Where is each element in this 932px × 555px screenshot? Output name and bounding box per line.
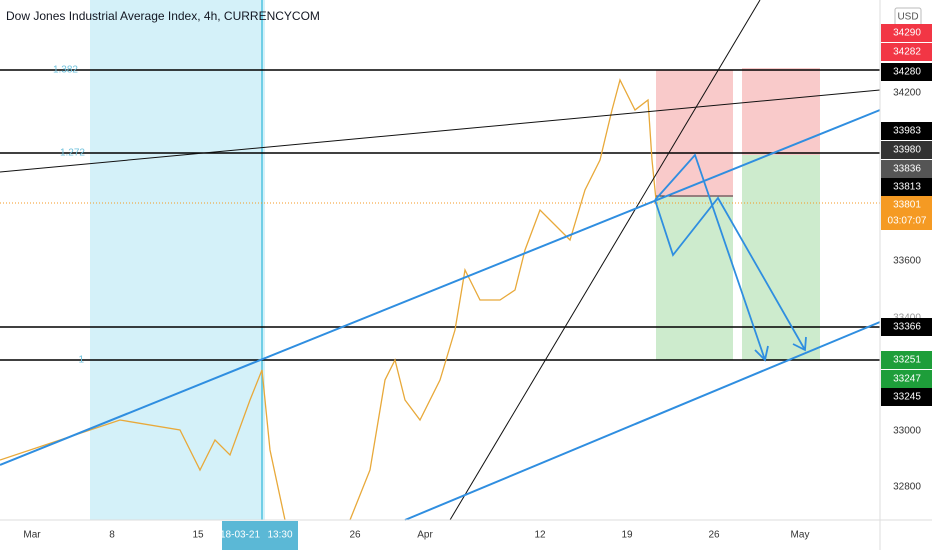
risk-box bbox=[742, 68, 820, 155]
price-label: 03:07:07 bbox=[888, 216, 927, 227]
price-label: 34280 bbox=[893, 67, 921, 78]
price-tag bbox=[881, 43, 932, 61]
reward-box bbox=[656, 197, 733, 360]
price-tag bbox=[881, 141, 932, 159]
trend-line bbox=[449, 0, 761, 521]
time-label: 26 bbox=[349, 530, 361, 541]
price-label: 33980 bbox=[893, 145, 921, 156]
price-tag bbox=[881, 212, 932, 230]
price-tag bbox=[881, 318, 932, 336]
price-candles bbox=[0, 78, 657, 521]
price-label: 33983 bbox=[893, 126, 921, 137]
channel-upper bbox=[0, 109, 881, 466]
time-label: May bbox=[791, 530, 810, 541]
currency: USD bbox=[897, 12, 918, 23]
price-label: 33836 bbox=[893, 164, 921, 175]
risk-box bbox=[656, 70, 733, 197]
time-label: 13:30 bbox=[267, 530, 292, 541]
price-label: 33600 bbox=[893, 256, 921, 267]
price-tag bbox=[881, 160, 932, 178]
price-label: 34282 bbox=[893, 47, 921, 58]
time-label: 15 bbox=[192, 530, 204, 541]
time-cursor-tag bbox=[222, 521, 298, 550]
price-tag bbox=[881, 388, 932, 406]
price-axis bbox=[880, 0, 932, 550]
time-label: Mar bbox=[23, 530, 41, 541]
time-label: 26 bbox=[708, 530, 720, 541]
time-label: 8 bbox=[109, 530, 115, 541]
price-tag bbox=[881, 24, 932, 42]
price-label: 33813 bbox=[893, 182, 921, 193]
price-tag bbox=[881, 63, 932, 81]
time-label: 12 bbox=[534, 530, 546, 541]
price-tag bbox=[881, 370, 932, 388]
projection-arrows bbox=[654, 153, 807, 362]
price-tag bbox=[881, 351, 932, 369]
fib-label: 1.272 bbox=[60, 148, 85, 159]
reward-box bbox=[742, 155, 820, 360]
fib-label: 1 bbox=[78, 355, 84, 366]
channel-lower bbox=[404, 321, 881, 521]
price-tag bbox=[881, 196, 932, 214]
trend-line bbox=[0, 89, 881, 173]
levels bbox=[0, 69, 880, 361]
time-label: Apr bbox=[417, 530, 433, 541]
price-label: 33247 bbox=[893, 374, 921, 385]
chart-title: Dow Jones Industrial Average Index, 4h, … bbox=[6, 9, 320, 23]
fib-label: 1.382 bbox=[53, 65, 78, 76]
price-label: 34290 bbox=[893, 28, 921, 39]
price-label: 32800 bbox=[893, 482, 921, 493]
price-label: 33366 bbox=[893, 322, 921, 333]
price-label: 33000 bbox=[893, 426, 921, 437]
price-tag bbox=[881, 178, 932, 196]
price-label: 34200 bbox=[893, 88, 921, 99]
price-label: 33251 bbox=[893, 355, 921, 366]
price-label: 33245 bbox=[893, 392, 921, 403]
price-tag bbox=[881, 122, 932, 140]
time-label: 18-03-21 bbox=[220, 530, 260, 541]
highlight-zone bbox=[90, 0, 265, 520]
price-label: 33801 bbox=[893, 200, 921, 211]
time-label: 19 bbox=[621, 530, 633, 541]
